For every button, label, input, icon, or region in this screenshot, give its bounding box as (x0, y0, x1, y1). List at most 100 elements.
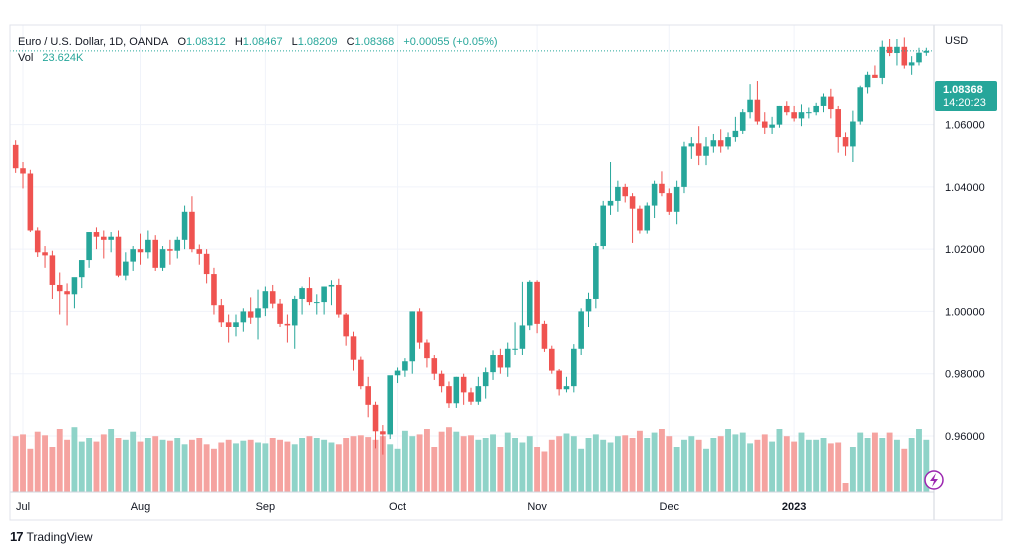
candle[interactable] (784, 101, 790, 116)
candle[interactable] (754, 81, 761, 125)
candle[interactable] (497, 348, 504, 374)
candle[interactable] (710, 133, 717, 153)
price-axis[interactable]: 1.06000 1.04000 1.02000 1.00000 0.98000 0.960… (945, 120, 985, 443)
candle[interactable] (380, 425, 386, 455)
candle[interactable] (857, 85, 864, 125)
candle[interactable] (247, 297, 254, 324)
candle[interactable] (556, 369, 562, 396)
candle[interactable] (563, 376, 570, 393)
candle[interactable] (512, 322, 518, 356)
candle[interactable] (901, 37, 908, 69)
candle[interactable] (886, 39, 893, 57)
candle[interactable] (894, 39, 900, 66)
candle[interactable] (666, 188, 673, 215)
time-axis[interactable]: Jul Aug Sep Oct Nov Dec 2023 (16, 501, 806, 513)
candle[interactable] (78, 260, 85, 289)
candle[interactable] (607, 161, 614, 215)
candle[interactable] (130, 246, 136, 271)
candle[interactable] (916, 47, 922, 66)
candle[interactable] (798, 104, 805, 127)
candle[interactable] (923, 47, 930, 56)
candle[interactable] (600, 200, 606, 250)
candle[interactable] (615, 180, 621, 212)
candle[interactable] (189, 196, 195, 253)
lightning-icon[interactable] (924, 470, 944, 490)
candle[interactable] (578, 308, 584, 356)
candle[interactable] (747, 84, 753, 119)
candle[interactable] (27, 169, 34, 233)
candle[interactable] (806, 107, 812, 119)
candle[interactable] (277, 298, 283, 327)
candle[interactable] (233, 314, 239, 337)
candle[interactable] (622, 183, 629, 203)
candle[interactable] (211, 267, 217, 315)
candle[interactable] (34, 227, 41, 257)
candle[interactable] (299, 286, 305, 315)
candle[interactable] (145, 230, 151, 259)
candle[interactable] (291, 295, 298, 349)
candle[interactable] (534, 280, 540, 334)
candle[interactable] (255, 289, 261, 340)
candle[interactable] (71, 277, 78, 309)
candle[interactable] (571, 344, 577, 393)
candle[interactable] (637, 205, 643, 234)
candle[interactable] (394, 367, 401, 384)
candle[interactable] (850, 110, 856, 162)
candle[interactable] (365, 376, 371, 418)
candle[interactable] (159, 246, 166, 271)
candle[interactable] (152, 235, 158, 271)
candle[interactable] (725, 132, 731, 150)
candle[interactable] (791, 105, 797, 122)
candle[interactable] (541, 320, 548, 352)
candle[interactable] (49, 250, 56, 299)
candle[interactable] (306, 277, 313, 306)
candles[interactable] (12, 37, 930, 455)
candle[interactable] (108, 232, 114, 253)
candle[interactable] (402, 358, 408, 377)
candle[interactable] (12, 140, 19, 173)
candle[interactable] (284, 314, 291, 343)
candle[interactable] (123, 252, 129, 281)
candle[interactable] (717, 129, 724, 153)
candle[interactable] (431, 355, 438, 380)
candle[interactable] (651, 180, 658, 219)
candle[interactable] (328, 280, 335, 306)
candle[interactable] (585, 292, 592, 327)
candle[interactable] (842, 132, 849, 156)
candle[interactable] (673, 180, 680, 225)
candle[interactable] (174, 236, 181, 259)
candle[interactable] (820, 93, 827, 113)
candle[interactable] (167, 239, 173, 265)
candle[interactable] (769, 116, 775, 134)
candle[interactable] (203, 249, 210, 284)
candle[interactable] (504, 342, 511, 377)
candle[interactable] (101, 230, 107, 259)
candle[interactable] (262, 286, 269, 317)
candle[interactable] (835, 105, 841, 153)
candle[interactable] (416, 308, 423, 349)
candle[interactable] (372, 401, 379, 449)
candle[interactable] (908, 56, 915, 75)
candle[interactable] (240, 308, 247, 332)
candle[interactable] (409, 311, 416, 374)
candle[interactable] (115, 230, 122, 278)
candle[interactable] (864, 71, 871, 94)
candle[interactable] (482, 367, 489, 399)
candle[interactable] (761, 112, 768, 134)
candle[interactable] (196, 244, 203, 265)
candle[interactable] (453, 376, 460, 408)
candle[interactable] (269, 284, 276, 309)
candle[interactable] (659, 171, 665, 197)
candle[interactable] (358, 356, 364, 390)
candle[interactable] (828, 88, 834, 119)
candle[interactable] (681, 141, 687, 194)
candle[interactable] (644, 202, 651, 234)
candle[interactable] (460, 373, 467, 405)
candle[interactable] (343, 312, 349, 346)
candle[interactable] (313, 294, 320, 315)
candle[interactable] (490, 350, 496, 380)
footer[interactable]: 17 TradingView (10, 529, 93, 544)
candle[interactable] (526, 280, 533, 331)
candle[interactable] (879, 40, 886, 85)
candle[interactable] (350, 331, 357, 371)
